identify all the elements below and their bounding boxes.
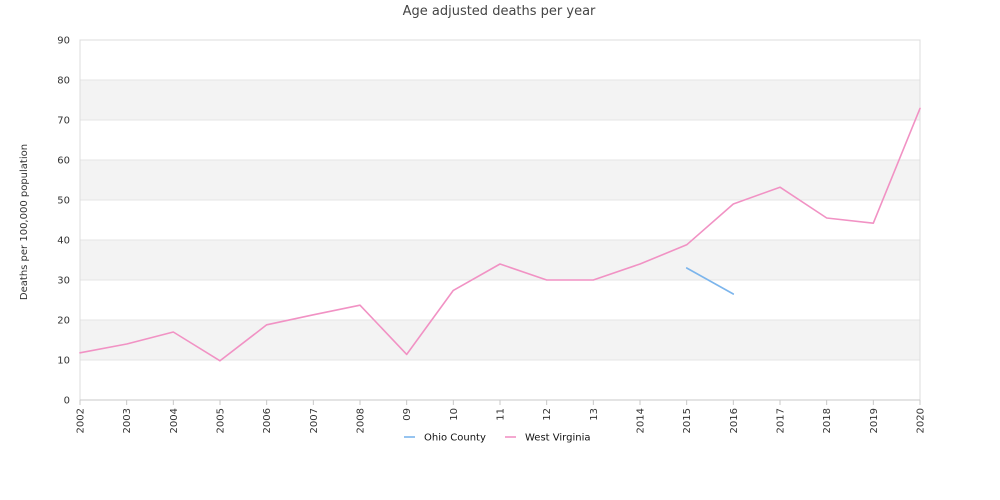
plot-band: [80, 80, 920, 120]
plot-band: [80, 240, 920, 280]
y-tick-label: 50: [57, 196, 70, 207]
y-axis-ticks: 0 10 20 30 40 50 60 70 80 90: [57, 36, 70, 407]
y-axis-label: Deaths per 100,000 population: [19, 144, 30, 300]
x-tick-label: 2006: [262, 408, 273, 433]
x-tick-label: 2016: [729, 408, 740, 433]
x-tick-label: 2005: [216, 408, 227, 433]
x-axis-ticks: 2002 2003 2004 2005 2006 2007 2008 09 10 11 12 13 20…: [76, 400, 927, 433]
x-tick-label: 2004: [169, 408, 180, 433]
legend[interactable]: Ohio County West Virginia: [404, 433, 590, 444]
x-tick-label: 11: [496, 408, 507, 421]
x-tick-label: 10: [449, 408, 460, 421]
series-line-ohio-county: [685, 267, 735, 295]
y-tick-label: 40: [57, 236, 70, 247]
y-tick-label: 30: [57, 276, 70, 287]
x-tick-label: 2019: [869, 408, 880, 433]
legend-item-ohio-county[interactable]: Ohio County: [404, 433, 486, 444]
x-tick-label: 2007: [309, 408, 320, 433]
y-tick-label: 10: [57, 356, 70, 367]
plot-band: [80, 160, 920, 200]
x-tick-label: 2014: [636, 408, 647, 433]
legend-label: Ohio County: [424, 433, 486, 444]
legend-label: West Virginia: [525, 433, 590, 444]
x-tick-label: 2018: [822, 408, 833, 433]
plot-band: [80, 320, 920, 360]
x-tick-label: 2020: [916, 408, 927, 433]
plot-bands: [80, 80, 920, 360]
y-tick-label: 70: [57, 116, 70, 127]
y-tick-label: 60: [57, 156, 70, 167]
y-tick-label: 80: [57, 76, 70, 87]
series-line-west-virginia: [79, 107, 921, 362]
x-tick-label: 09: [402, 408, 413, 421]
x-tick-label: 2008: [356, 408, 367, 433]
x-tick-label: 2015: [682, 408, 693, 433]
x-tick-label: 13: [589, 408, 600, 421]
chart-title: Age adjusted deaths per year: [403, 4, 596, 19]
y-tick-label: 90: [57, 36, 70, 47]
y-tick-label: 20: [57, 316, 70, 327]
series-lines: [79, 107, 921, 362]
legend-item-west-virginia[interactable]: West Virginia: [505, 433, 590, 444]
x-tick-label: 12: [542, 408, 553, 421]
x-tick-label: 2017: [776, 408, 787, 433]
x-tick-label: 2003: [122, 408, 133, 433]
x-tick-label: 2002: [76, 408, 87, 433]
y-tick-label: 0: [64, 396, 70, 407]
